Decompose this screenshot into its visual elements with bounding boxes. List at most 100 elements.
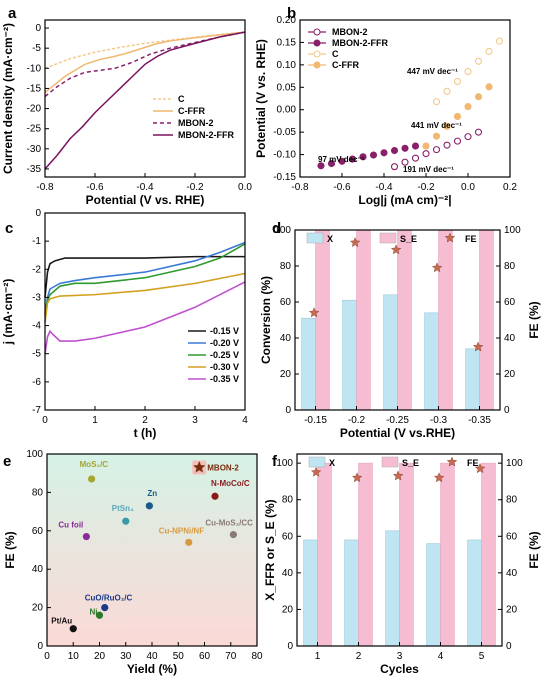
fe-star-marker (472, 341, 484, 352)
data-point-C-FFR (422, 142, 430, 150)
legend-label: -0.15 V (210, 326, 239, 336)
y-tick-label: -0.15 (273, 172, 296, 183)
y-tick-label: -1 (32, 236, 41, 247)
legend-label: X (329, 458, 335, 468)
data-point (145, 502, 153, 510)
y-tick-label: -30 (27, 144, 42, 155)
y-tick-label: -20 (27, 104, 42, 115)
slope-annotation: 191 mV dec⁻¹ (403, 165, 454, 174)
x-tick-label: -0.2 (186, 182, 204, 193)
bar-X (342, 299, 357, 411)
panel-letter-c: c (5, 220, 13, 237)
data-point-MBON-2 (474, 128, 483, 136)
y-tick-label: 100 (26, 449, 43, 460)
x-axis-label: Potential (V vs.RHE) (340, 426, 455, 440)
x-tick-label: 0.2 (503, 182, 517, 193)
data-point-MBON-2-FFR (390, 146, 399, 155)
legend-label: C-FFR (178, 106, 205, 116)
point-label: Ni (90, 607, 98, 616)
plot-frame-f (296, 453, 503, 647)
x-tick-label: 1 (315, 651, 321, 662)
x-axis-label: t (h) (134, 426, 157, 440)
legend-swatch (308, 456, 326, 468)
point-label: Pt/Au (51, 617, 72, 626)
panel-d: -0.15 -0.2 -0.25 -0.3 -0.35 0 20 40 60 80 100 0 20 40… (259, 225, 541, 440)
slope-annotation: 441 mV dec⁻¹ (411, 121, 462, 130)
data-point-C (474, 57, 483, 65)
y-tick-label: -4 (32, 321, 41, 332)
data-point-C-FFR (453, 112, 462, 120)
data-point (101, 604, 109, 612)
bar-SE (481, 462, 496, 647)
y2-axis-label: FE (%) (527, 531, 541, 568)
bar-SE (356, 229, 371, 411)
bar-SE (358, 462, 373, 647)
data-point-MBON-2-FFR (380, 149, 388, 157)
legend-marker (313, 61, 321, 69)
y-tick-label: 0.05 (277, 82, 297, 93)
x-tick-label: -0.4 (136, 182, 154, 193)
legend-label: MBON-2 (178, 118, 214, 128)
x-tick-label: 4 (438, 651, 444, 662)
series-line-C-FFR (44, 31, 246, 94)
slope-annotation: 447 mV dec⁻¹ (407, 67, 458, 76)
y-axis-label: j (mA·cm⁻²) (1, 279, 15, 346)
x-tick-label: -0.35 (468, 415, 491, 426)
fe-star-marker (431, 262, 443, 273)
x-tick-label: -0.6 (333, 182, 351, 193)
point-label: MBON-2 (207, 463, 239, 472)
bar-SE (315, 229, 330, 411)
data-point (95, 611, 104, 619)
legend-label: C (178, 94, 185, 104)
x-tick-label: 0 (44, 651, 50, 662)
x-tick-label: 20 (94, 651, 106, 662)
data-point-C (464, 68, 472, 76)
legend-label: C (332, 49, 339, 59)
data-point (122, 517, 130, 525)
fe-star-marker (310, 466, 322, 477)
x-tick-label: 50 (173, 651, 185, 662)
y2-tick-label: 60 (506, 531, 518, 542)
y-tick-label: -6 (32, 377, 41, 388)
legend-swatch (306, 232, 324, 244)
y2-tick-label: 40 (506, 568, 518, 579)
data-point-C (453, 77, 462, 86)
legend-marker (444, 232, 456, 243)
bar-SE (438, 229, 453, 411)
panel-e: MoS₂/C MBON-2 N-MoCo/C Zn PtSn₄ Cu foil Cu-NPN… (3, 449, 263, 676)
legend-swatch (379, 232, 397, 244)
y-tick-label: 0.10 (277, 60, 297, 71)
plot-frame-b (299, 19, 511, 178)
point-label: PtSn₄ (112, 504, 134, 513)
data-point-MBON-2-FFR (401, 144, 409, 152)
y-tick-label: 20 (282, 604, 294, 615)
fe-star-marker (351, 472, 363, 483)
data-point-C (432, 98, 441, 106)
data-point-MBON-2 (390, 163, 399, 171)
x-tick-label: 10 (68, 651, 80, 662)
slope-annotation: 97 mV dec⁻¹ (318, 155, 365, 164)
series-line-MBON-2-FFR (44, 31, 246, 170)
y2-tick-label: 100 (506, 458, 523, 469)
x-tick-label: -0.2 (417, 182, 435, 193)
y-tick-label: 20 (32, 603, 44, 614)
legend-label: FE (467, 458, 479, 468)
data-point (229, 531, 237, 539)
y-tick-label: 40 (32, 564, 44, 575)
legend-label: -0.20 V (210, 338, 239, 348)
legend-marker (313, 50, 321, 58)
panel-f: 1 2 3 4 5 0 20 40 60 80 100 0 20 40 60 80 100 Cycles X_FFR… (263, 453, 541, 676)
x-tick-label: -0.6 (86, 182, 104, 193)
y2-tick-label: 0 (504, 405, 510, 416)
legend-label: FE (465, 234, 477, 244)
y-axis-label: Conversion (%) (259, 276, 273, 364)
y-tick-label: -2 (32, 264, 41, 275)
y-tick-label: -3 (32, 292, 41, 303)
bar-X (301, 317, 316, 411)
x-tick-label: -0.15 (304, 415, 327, 426)
y-tick-label: -0.10 (273, 150, 296, 161)
data-point-C-FFR (432, 132, 441, 140)
legend-label: S_E (400, 234, 417, 244)
legend-label: -0.25 V (210, 350, 239, 360)
data-point-MBON-2-FFR (327, 159, 336, 168)
